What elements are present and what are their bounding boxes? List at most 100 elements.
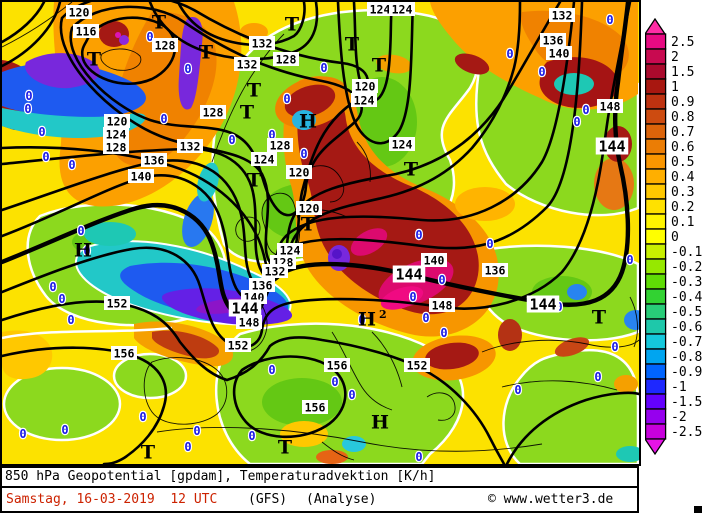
svg-text:144: 144 <box>395 266 422 284</box>
svg-text:128: 128 <box>106 141 127 155</box>
contour-label: 152 <box>225 338 251 353</box>
zero-label: 0 <box>438 273 445 287</box>
low-pressure-marker: T <box>592 307 606 329</box>
contour-label: 128 <box>200 105 226 120</box>
svg-text:152: 152 <box>228 339 249 353</box>
colorbar: 2.5 2 1.5 1 0.9 0.8 0.7 0.6 0.5 0.4 0.3 0.2 0.1 0 -0.1… <box>643 17 703 458</box>
colorbar-box <box>644 423 667 440</box>
colorbar-tick-label: 2 <box>671 50 679 65</box>
caption-date: Samstag, 16-03-2019 12 UTC <box>6 492 218 507</box>
zero-label: 0 <box>626 253 633 267</box>
colorbar-box <box>644 48 667 65</box>
svg-text:124: 124 <box>254 153 275 167</box>
zero-label: 0 <box>486 237 493 251</box>
colorbar-box <box>644 243 667 260</box>
svg-text:144: 144 <box>231 300 258 318</box>
svg-text:148: 148 <box>432 299 453 313</box>
colorbar-tick-label: -1.5 <box>671 395 702 410</box>
svg-text:148: 148 <box>600 100 621 114</box>
colorbar-tick-label: -0.5 <box>671 305 702 320</box>
zero-label: 0 <box>331 375 338 389</box>
colorbar-box <box>644 108 667 125</box>
colorbar-box <box>644 78 667 95</box>
low-pressure-marker: T <box>301 214 315 236</box>
contour-label: 136 <box>249 278 275 293</box>
svg-text:132: 132 <box>237 58 258 72</box>
contour-label: 124 <box>251 152 277 167</box>
zero-label: 0 <box>440 326 447 340</box>
high-pressure-marker: H <box>299 111 317 133</box>
svg-text:120: 120 <box>355 80 376 94</box>
zero-label: 0 <box>409 290 416 304</box>
zero-label: 0 <box>514 383 521 397</box>
contour-label: 132 <box>249 36 275 51</box>
bold-144-contour <box>2 2 631 320</box>
svg-text:120: 120 <box>69 6 90 20</box>
high-pressure-marker: H <box>74 240 92 262</box>
contour-label: 124 <box>367 2 393 17</box>
svg-text:140: 140 <box>424 254 445 268</box>
svg-text:132: 132 <box>252 37 273 51</box>
zero-label: 0 <box>594 370 601 384</box>
zero-label: 0 <box>83 244 90 258</box>
zero-label: 0 <box>58 292 65 306</box>
contour-label: 148 <box>236 315 262 330</box>
colorbar-box <box>644 93 667 110</box>
low-pressure-marker: T <box>345 34 359 56</box>
zero-label: 0 <box>358 313 365 327</box>
contour-label: 152 <box>404 358 430 373</box>
low-pressure-marker: T <box>404 159 418 181</box>
contour-label: 128 <box>103 140 129 155</box>
zero-label: 0 <box>38 125 45 139</box>
svg-text:132: 132 <box>265 265 286 279</box>
svg-text:128: 128 <box>155 39 176 53</box>
low-pressure-marker: T <box>247 170 261 192</box>
contour-label: 128 <box>273 52 299 67</box>
zero-label: 0 <box>422 311 429 325</box>
colorbar-box <box>644 198 667 215</box>
zero-label: 0 <box>573 115 580 129</box>
high-pressure-marker: H <box>371 412 389 434</box>
zero-label: 0 <box>49 280 56 294</box>
contour-label: 132 <box>262 264 288 279</box>
low-pressure-marker: T <box>372 55 386 77</box>
colorbar-box <box>644 153 667 170</box>
zero-label: 0 <box>19 427 26 441</box>
zero-label: 0 <box>611 340 618 354</box>
svg-text:128: 128 <box>276 53 297 67</box>
contour-label: 136 <box>540 33 566 48</box>
svg-text:120: 120 <box>299 202 320 216</box>
colorbar-box <box>644 288 667 305</box>
colorbar-box <box>644 393 667 410</box>
colorbar-box <box>644 63 667 80</box>
colorbar-tick-label: 0.2 <box>671 200 694 215</box>
contour-label: 148 <box>429 298 455 313</box>
contour-label: 120 <box>352 79 378 94</box>
contour-label: 132 <box>234 57 260 72</box>
zero-label: 0 <box>160 112 167 126</box>
svg-text:132: 132 <box>552 9 573 23</box>
colorbar-tick-label: 0.3 <box>671 185 694 200</box>
svg-text:116: 116 <box>76 25 97 39</box>
zero-label: 0 <box>184 62 191 76</box>
low-pressure-marker: T <box>141 442 155 464</box>
contour-label: 128 <box>267 138 293 153</box>
contour-label: 124 <box>389 2 415 17</box>
contour-label: 124 <box>389 137 415 152</box>
contour-label: 132 <box>177 139 203 154</box>
zero-label: 0 <box>268 128 275 142</box>
zero-label: 0 <box>42 150 49 164</box>
colorbar-box <box>644 228 667 245</box>
contour-label-bold: 144 <box>392 265 426 284</box>
caption-run-type: (Analyse) <box>306 492 377 507</box>
zero-label: 0 <box>146 30 153 44</box>
zero-label: 0 <box>300 147 307 161</box>
colorbar-tick-label: -0.6 <box>671 320 702 335</box>
zero-label: 0 <box>268 363 275 377</box>
svg-text:148: 148 <box>239 316 260 330</box>
caption-bar: 850 hPa Geopotential [gpdam], Temperatur… <box>0 466 639 513</box>
